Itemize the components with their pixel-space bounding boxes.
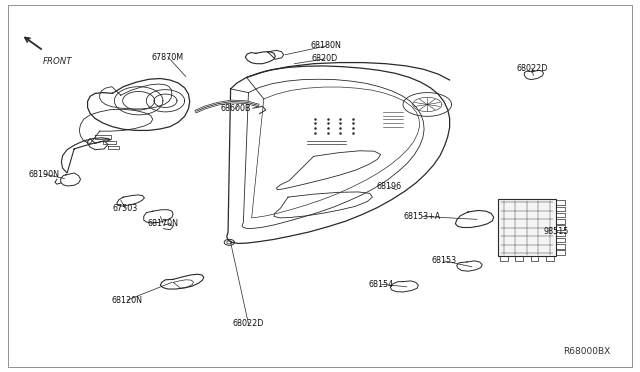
Text: 67503: 67503 xyxy=(113,204,138,213)
Text: 68600B: 68600B xyxy=(220,105,251,113)
Text: 67870M: 67870M xyxy=(152,52,184,61)
Text: 68180N: 68180N xyxy=(311,41,342,51)
Text: 68022D: 68022D xyxy=(516,64,548,73)
Text: FRONT: FRONT xyxy=(43,57,72,66)
Text: 6820D: 6820D xyxy=(312,54,338,63)
Text: 68170N: 68170N xyxy=(147,219,179,228)
Text: 68153: 68153 xyxy=(431,256,456,265)
Bar xyxy=(497,199,556,256)
Text: 68120N: 68120N xyxy=(111,296,143,305)
Text: 98515: 98515 xyxy=(543,227,569,237)
Text: 68154: 68154 xyxy=(369,280,394,289)
Text: 68190N: 68190N xyxy=(29,170,60,179)
Text: 68153+A: 68153+A xyxy=(404,212,441,221)
Text: 68196: 68196 xyxy=(376,182,401,191)
Text: 68022D: 68022D xyxy=(233,320,264,328)
Text: R68000BX: R68000BX xyxy=(563,347,611,356)
